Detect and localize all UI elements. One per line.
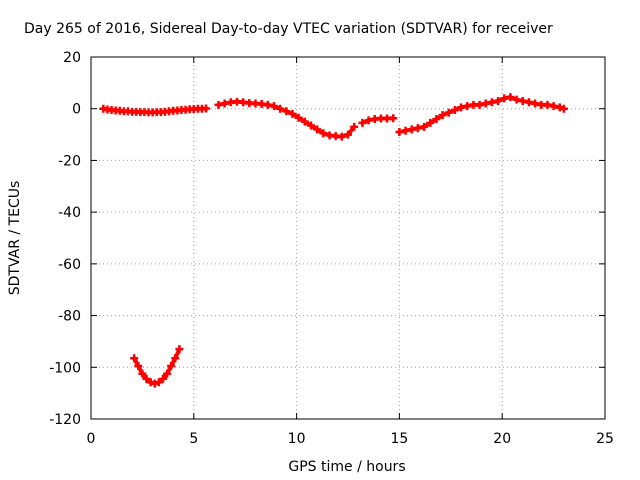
plot-frame [90,56,606,420]
y-tick-label: -120 [49,412,81,428]
y-tick-label: -60 [58,257,81,273]
x-tick-label: 25 [596,431,614,447]
y-axis-label: SDTVAR / TECUs [7,181,23,296]
y-tick-label: -100 [49,360,81,376]
y-tick-labels: -120 -100 -80 -60 -40 -20 0 20 [49,50,81,428]
data-points [99,93,568,388]
x-axis-label: GPS time / hours [288,459,405,475]
x-tick-label: 15 [390,431,408,447]
y-tick-label: -80 [58,309,81,325]
data-point [350,122,359,131]
data-point [175,345,184,354]
data-point [389,114,398,123]
x-tick-label: 20 [493,431,511,447]
y-tick-label: 20 [63,50,81,66]
x-tick-label: 10 [288,431,306,447]
y-tick-label: -20 [58,153,81,169]
axis-ticks [90,56,606,420]
y-tick-label: 0 [72,102,81,118]
x-tick-label: 5 [189,431,198,447]
data-point [202,104,211,113]
y-tick-label: -40 [58,205,81,221]
grid [91,57,605,419]
data-point [559,104,568,113]
chart-title: Day 265 of 2016, Sidereal Day-to-day VTE… [24,21,553,37]
x-tick-labels: 0 5 10 15 20 25 [87,431,614,447]
x-tick-label: 0 [87,431,96,447]
